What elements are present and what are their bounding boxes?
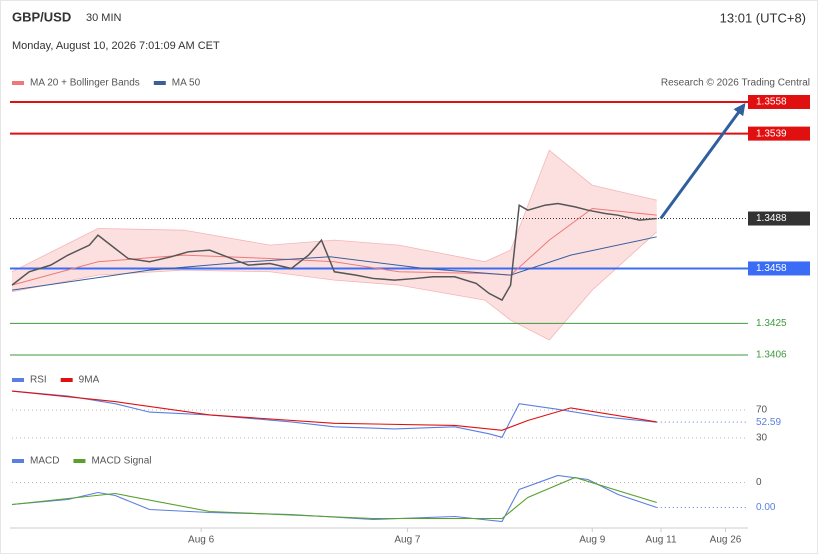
current-value: 52.59 — [756, 417, 781, 428]
y-tick-label: 0 — [756, 477, 762, 488]
level-label: 1.3488 — [756, 213, 787, 224]
legend-label: MACD Signal — [91, 456, 151, 467]
legend-label: MA 20 + Bollinger Bands — [30, 78, 140, 89]
current-value: 0.00 — [756, 502, 776, 513]
legend-label: 9MA — [79, 375, 100, 386]
legend-swatch — [12, 378, 24, 382]
level-label: 1.3406 — [756, 350, 787, 361]
x-tick-label: Aug 11 — [646, 535, 677, 546]
clock: 13:01 (UTC+8) — [720, 10, 806, 25]
target-arrow — [659, 103, 746, 220]
x-tick-label: Aug 9 — [579, 535, 606, 546]
level-label: 1.3558 — [756, 97, 787, 108]
ma-line — [11, 208, 657, 286]
y-tick-label: 70 — [756, 405, 768, 416]
legend-label: MACD — [30, 456, 59, 467]
interval: 30 MIN — [86, 12, 122, 24]
indicator-line — [11, 390, 657, 431]
date: Monday, August 10, 2026 7:01:09 AM CET — [12, 40, 220, 52]
y-tick-label: 30 — [756, 433, 768, 444]
level-tag — [748, 261, 810, 276]
legend-label: MA 50 — [172, 78, 201, 89]
bollinger-fill — [12, 150, 657, 341]
legend-swatch — [153, 81, 166, 85]
x-tick-label: Aug 26 — [710, 535, 742, 546]
level-tag — [748, 211, 810, 226]
level-label: 1.3425 — [756, 318, 787, 329]
indicator-line — [11, 476, 657, 520]
x-tick-label: Aug 6 — [188, 535, 215, 546]
legend-swatch — [60, 378, 73, 382]
symbol: GBP/USD — [12, 9, 71, 24]
level-tag — [748, 126, 810, 141]
legend-label: RSI — [30, 375, 47, 386]
x-tick-label: Aug 7 — [394, 535, 421, 546]
bollinger-upper — [11, 149, 657, 273]
source: Research © 2026 Trading Central — [661, 78, 810, 89]
legend-swatch — [12, 459, 24, 463]
ma-line — [11, 236, 657, 291]
level-label: 1.3539 — [756, 128, 787, 139]
indicator-line — [11, 390, 657, 438]
legend-swatch — [12, 81, 24, 85]
legend-swatch — [73, 459, 86, 463]
level-label: 1.3458 — [756, 263, 787, 274]
price-line — [11, 202, 657, 302]
level-tag — [748, 94, 810, 109]
